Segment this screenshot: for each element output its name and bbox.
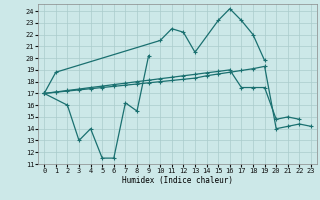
- X-axis label: Humidex (Indice chaleur): Humidex (Indice chaleur): [122, 176, 233, 185]
